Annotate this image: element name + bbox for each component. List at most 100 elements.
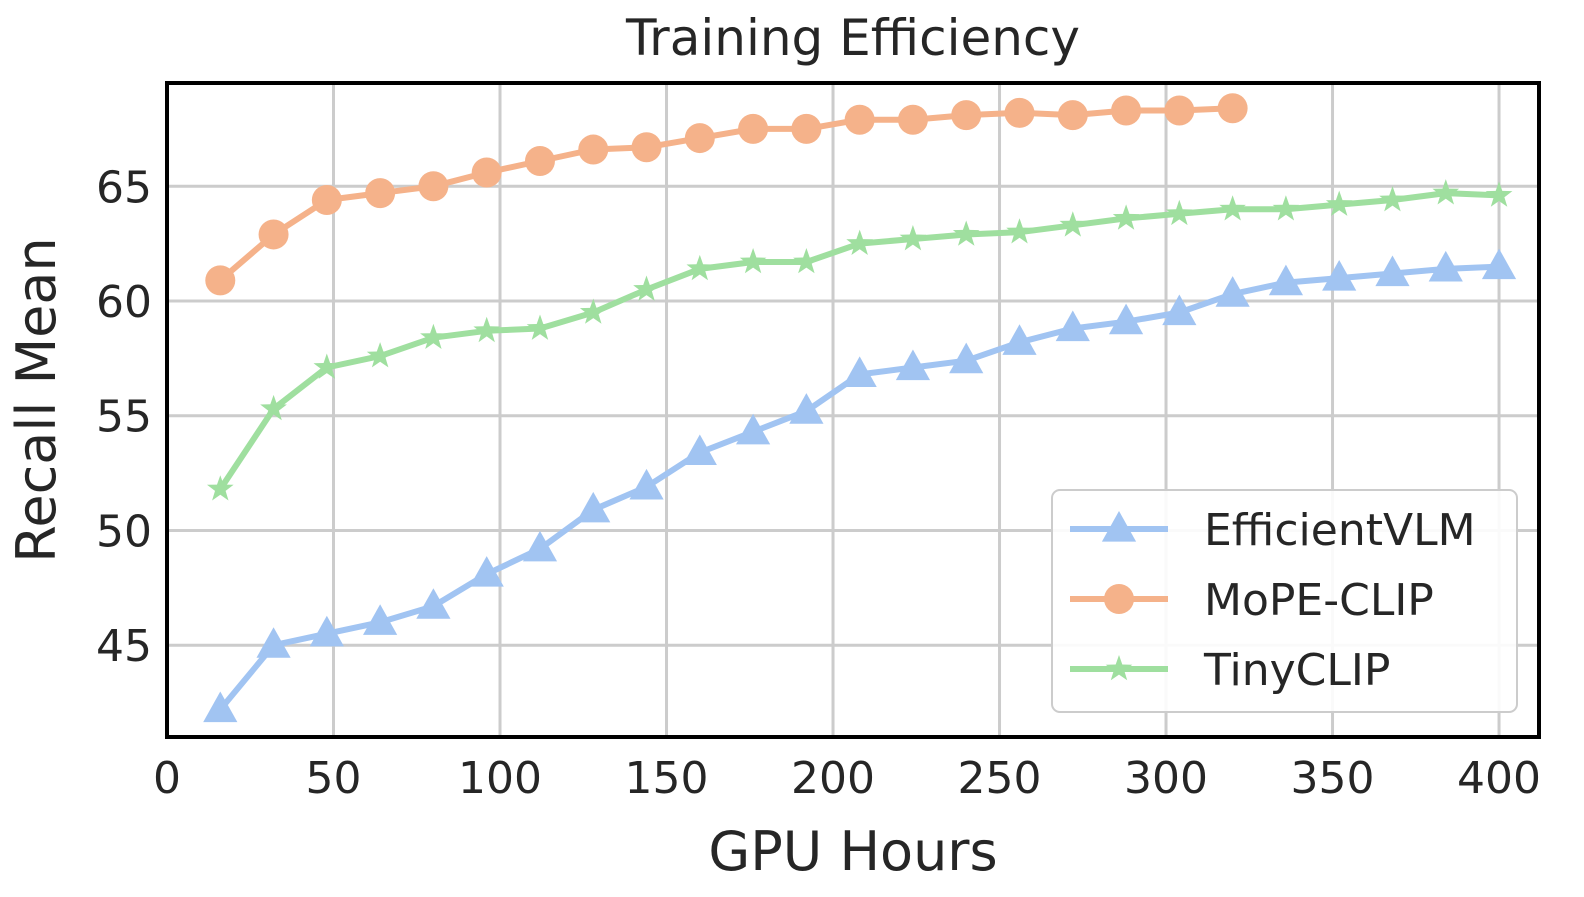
legend-marker-mope-clip — [1104, 584, 1134, 614]
data-point-tinyclip — [686, 254, 714, 281]
series-group — [203, 93, 1517, 723]
data-point-tinyclip — [1379, 186, 1406, 212]
chart-title: Training Efficiency — [625, 9, 1080, 67]
data-point-mope-clip — [578, 134, 609, 165]
data-point-tinyclip — [739, 248, 767, 274]
data-point-mope-clip — [1057, 100, 1088, 131]
data-point-tinyclip — [1272, 195, 1300, 221]
data-point-tinyclip — [313, 353, 341, 379]
legend-item-tinyclip: TinyCLIP — [1070, 645, 1390, 696]
data-point-efficientvlm — [1481, 248, 1517, 280]
data-point-mope-clip — [738, 113, 769, 144]
legend-item-mope-clip: MoPE-CLIP — [1070, 575, 1434, 626]
x-tick-label: 200 — [791, 753, 875, 804]
data-point-tinyclip — [952, 220, 980, 246]
data-point-efficientvlm — [629, 468, 664, 500]
data-point-tinyclip — [526, 314, 554, 340]
x-tick-label: 250 — [958, 753, 1042, 804]
data-point-tinyclip — [1006, 218, 1033, 244]
data-point-efficientvlm — [256, 627, 291, 658]
data-point-efficientvlm — [1002, 324, 1037, 355]
legend-item-efficientvlm: EfficientVLM — [1070, 505, 1476, 556]
data-point-mope-clip — [418, 171, 449, 202]
data-point-tinyclip — [899, 225, 927, 251]
y-tick-label: 60 — [96, 277, 152, 328]
legend: EfficientVLM MoPE-CLIP TinyCLIP — [1051, 489, 1518, 713]
data-point-efficientvlm — [1428, 250, 1463, 282]
data-point-mope-clip — [791, 113, 822, 144]
x-tick-label: 100 — [458, 753, 542, 804]
data-point-tinyclip — [1485, 181, 1513, 207]
data-point-efficientvlm — [842, 356, 877, 388]
data-point-mope-clip — [631, 132, 662, 163]
x-tick-label: 400 — [1457, 753, 1541, 804]
data-point-mope-clip — [524, 146, 555, 177]
data-point-tinyclip — [1432, 179, 1460, 205]
series-tinyclip — [207, 179, 1513, 501]
data-point-efficientvlm — [895, 349, 931, 381]
data-point-mope-clip — [1217, 93, 1248, 124]
data-point-tinyclip — [207, 475, 234, 501]
series-efficientvlm — [203, 248, 1517, 723]
data-point-mope-clip — [205, 265, 236, 296]
legend-marker-tinyclip — [1105, 655, 1133, 681]
y-tick-label: 55 — [96, 392, 152, 443]
data-point-tinyclip — [366, 342, 394, 368]
x-axis-label: GPU Hours — [708, 820, 997, 883]
data-point-tinyclip — [1059, 211, 1087, 237]
data-point-efficientvlm — [576, 491, 611, 523]
data-point-mope-clip — [311, 185, 342, 216]
data-point-efficientvlm — [1375, 255, 1410, 287]
data-point-tinyclip — [579, 298, 607, 324]
data-point-mope-clip — [897, 104, 928, 135]
data-point-efficientvlm — [416, 588, 451, 619]
data-point-efficientvlm — [789, 393, 824, 424]
data-point-efficientvlm — [735, 413, 771, 445]
data-point-tinyclip — [1219, 195, 1246, 221]
series-mope-clip — [205, 93, 1248, 296]
data-point-tinyclip — [1166, 199, 1193, 226]
data-point-efficientvlm — [1055, 310, 1090, 342]
data-point-efficientvlm — [203, 691, 238, 723]
legend-marker-efficientvlm — [1101, 511, 1137, 542]
data-point-tinyclip — [846, 229, 873, 255]
data-point-tinyclip — [1325, 190, 1353, 216]
y-tick-label: 65 — [96, 162, 152, 213]
data-point-tinyclip — [633, 275, 660, 301]
data-point-tinyclip — [420, 323, 447, 349]
legend-box — [1051, 489, 1518, 713]
x-tick-label: 300 — [1124, 753, 1208, 804]
data-point-tinyclip — [260, 394, 287, 421]
data-point-mope-clip — [1004, 97, 1035, 128]
y-tick-label: 45 — [96, 621, 152, 672]
data-point-mope-clip — [1111, 95, 1142, 126]
axis-ticks: 0 50 100 150 200 250 300 350 400 45 50 55 60 65 — [96, 162, 1541, 804]
data-point-efficientvlm — [363, 604, 398, 635]
data-point-tinyclip — [473, 316, 500, 343]
x-tick-label: 50 — [306, 753, 362, 804]
data-point-efficientvlm — [1268, 264, 1304, 296]
data-point-efficientvlm — [1108, 303, 1144, 335]
data-point-efficientvlm — [682, 434, 717, 466]
legend-label: EfficientVLM — [1204, 505, 1476, 556]
data-point-tinyclip — [793, 248, 820, 274]
data-point-mope-clip — [1164, 95, 1195, 126]
x-tick-label: 150 — [625, 753, 709, 804]
x-tick-label: 0 — [153, 753, 181, 804]
data-point-mope-clip — [471, 157, 502, 188]
data-point-mope-clip — [365, 178, 396, 209]
data-point-efficientvlm — [469, 556, 504, 587]
data-point-efficientvlm — [309, 615, 344, 647]
legend-label: TinyCLIP — [1203, 645, 1390, 696]
data-point-efficientvlm — [1322, 260, 1357, 291]
data-point-mope-clip — [951, 100, 982, 131]
data-point-mope-clip — [258, 219, 289, 250]
legend-label: MoPE-CLIP — [1204, 575, 1434, 626]
data-point-efficientvlm — [949, 342, 984, 374]
x-tick-label: 350 — [1291, 753, 1375, 804]
data-point-tinyclip — [1112, 204, 1140, 230]
data-point-mope-clip — [684, 123, 715, 154]
data-point-efficientvlm — [1215, 276, 1250, 307]
